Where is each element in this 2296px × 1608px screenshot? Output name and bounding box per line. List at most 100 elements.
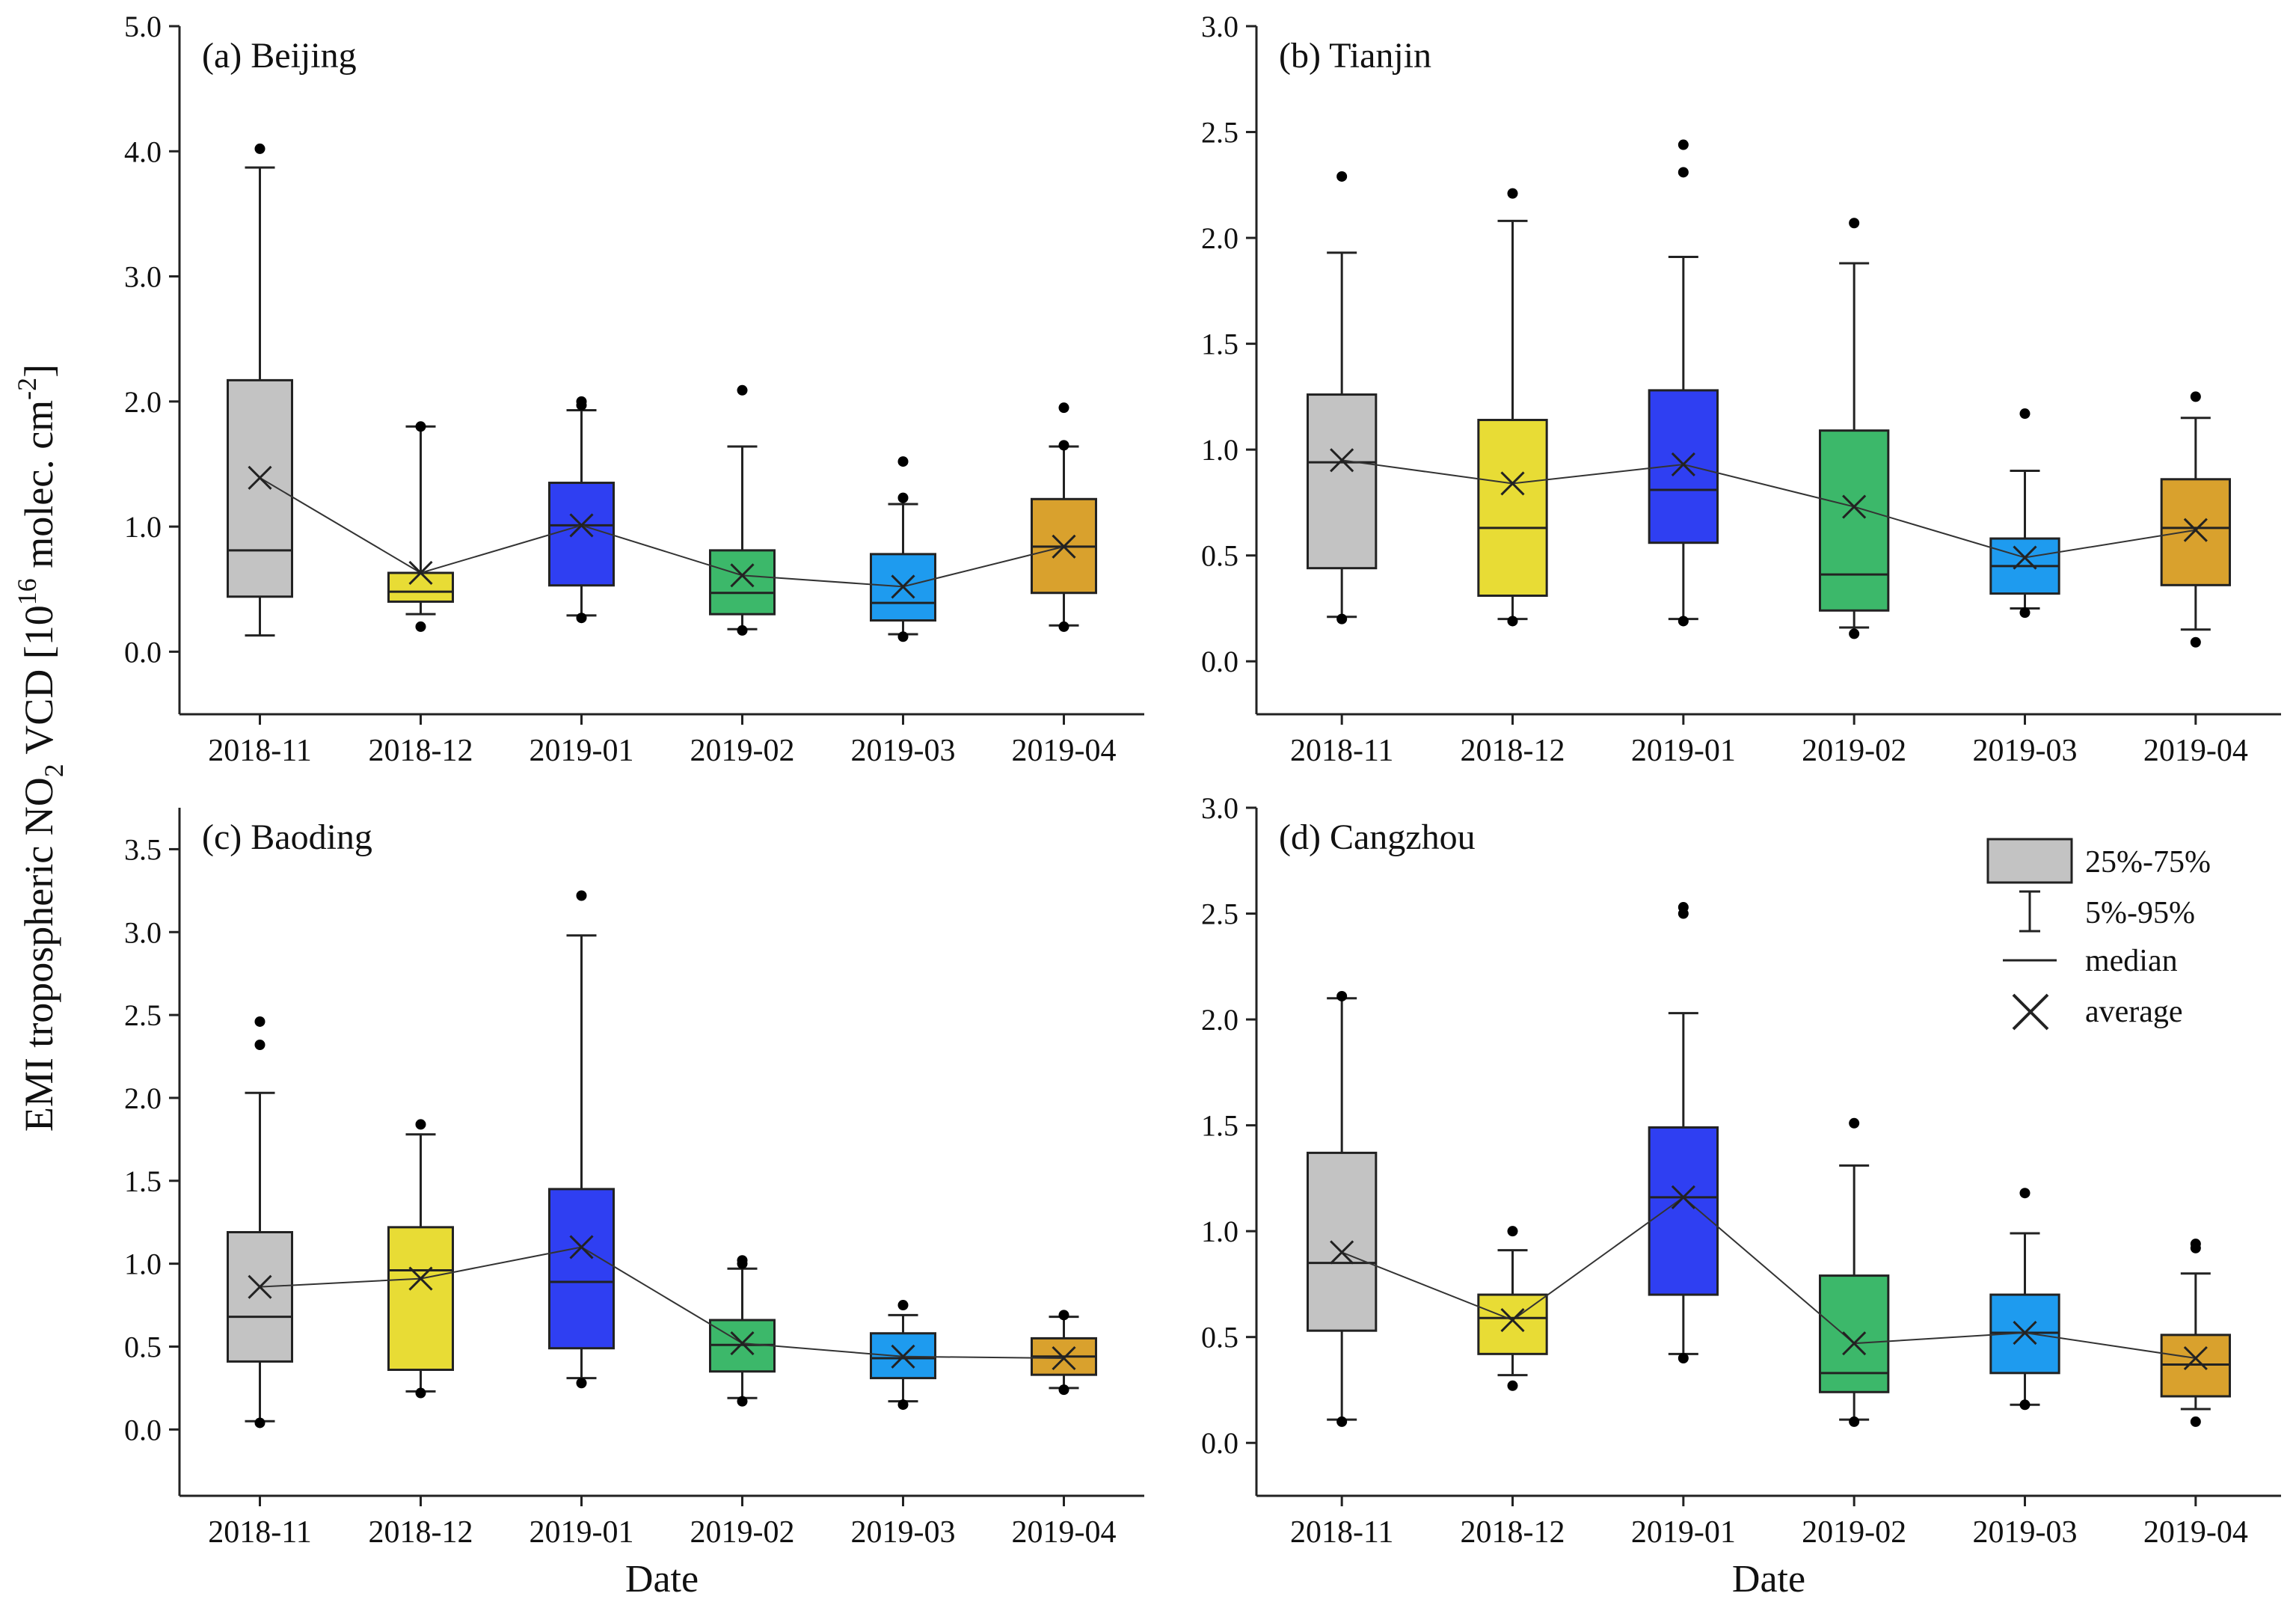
mean-marker bbox=[1500, 471, 1525, 496]
outlier-point bbox=[1336, 990, 1348, 1001]
y-tick-label: 0.5 bbox=[124, 1330, 162, 1363]
mean-marker-stroke bbox=[1330, 448, 1354, 473]
legend-median-label: median bbox=[2085, 944, 2178, 978]
outlier-point bbox=[1507, 1226, 1518, 1237]
x-tick-label: 2019-02 bbox=[690, 734, 795, 768]
outlier-point bbox=[254, 1040, 265, 1051]
legend-average-label: average bbox=[2085, 995, 2183, 1029]
mean-marker-stroke bbox=[2013, 545, 2037, 570]
outlier-point bbox=[897, 631, 909, 642]
box-2019-04 bbox=[1031, 402, 1097, 632]
outlier-point bbox=[1678, 902, 1689, 913]
mean-marker bbox=[248, 1274, 272, 1299]
y-tick-label: 2.0 bbox=[1201, 221, 1238, 255]
iqr-box bbox=[1307, 1151, 1378, 1332]
mean-marker-stroke bbox=[730, 563, 755, 588]
mean-marker-stroke bbox=[408, 1266, 433, 1291]
iqr-box bbox=[1307, 393, 1378, 570]
box-2019-04 bbox=[2160, 1239, 2232, 1427]
panel-title: (d) Cangzhou bbox=[1279, 817, 1476, 857]
box-2018-12 bbox=[1477, 188, 1548, 627]
outlier-point bbox=[2190, 391, 2201, 402]
legend-box-label: 25%-75% bbox=[2085, 845, 2211, 880]
x-tick-label: 2019-01 bbox=[530, 1515, 634, 1550]
box-2019-02 bbox=[1819, 218, 1890, 639]
mean-line bbox=[259, 476, 1064, 588]
outlier-point bbox=[1507, 616, 1518, 627]
y-tick-label: 0.0 bbox=[124, 635, 162, 669]
mean-marker bbox=[1842, 1331, 1867, 1356]
legend: 25%-75% 5%-95% median average bbox=[1986, 838, 2211, 1031]
outlier-point bbox=[576, 396, 587, 407]
box-2019-01 bbox=[548, 890, 615, 1389]
x-tick-label: 2018-11 bbox=[208, 1515, 311, 1550]
panel-cangzhou: 0.0 0.5 1.0 1.5 2.0 2.5 3.0 2018-11 2018-12 2019-… bbox=[1201, 791, 2281, 1601]
x-tick-label: 2018-12 bbox=[1461, 734, 1565, 768]
y-tick-label: 0.0 bbox=[1201, 1426, 1238, 1460]
iqr-box bbox=[709, 549, 776, 616]
y-tick-label: 2.5 bbox=[1201, 897, 1238, 931]
mean-marker bbox=[730, 563, 755, 588]
panel-baoding: 0.0 0.5 1.0 1.5 2.0 2.5 3.0 3.5 2018-11 2018-12 20… bbox=[124, 808, 1144, 1601]
mean-marker-stroke bbox=[1052, 1345, 1076, 1371]
outlier-point bbox=[1678, 167, 1689, 178]
outlier-point bbox=[1849, 1117, 1860, 1129]
box-2018-11 bbox=[1307, 171, 1378, 625]
mean-marker-stroke bbox=[1500, 471, 1525, 496]
legend-average-symbol bbox=[2012, 993, 2049, 1031]
outlier-point bbox=[254, 143, 265, 154]
x-tick-label: 2019-03 bbox=[1973, 1515, 2078, 1550]
box-2019-04 bbox=[1031, 1310, 1097, 1396]
x-tick-label: 2019-01 bbox=[1631, 1515, 1736, 1550]
outlier-point bbox=[737, 1255, 748, 1266]
outlier-point bbox=[1678, 1353, 1689, 1363]
outlier-point bbox=[576, 1378, 587, 1389]
box-2019-02 bbox=[709, 384, 776, 636]
iqr-box bbox=[2160, 478, 2232, 586]
mean-line bbox=[1342, 459, 2196, 559]
x-tick-label: 2019-03 bbox=[851, 734, 956, 768]
mean-marker-stroke bbox=[1842, 494, 1867, 519]
mean-marker bbox=[1671, 1185, 1695, 1209]
y-tick-label: 1.0 bbox=[1201, 1215, 1238, 1248]
mean-marker bbox=[891, 574, 915, 599]
panel-tianjin: 0.0 0.5 1.0 1.5 2.0 2.5 3.0 2018-11 2018-12 2019-… bbox=[1201, 10, 2281, 768]
x-tick-label: 2019-03 bbox=[1973, 734, 2078, 768]
box-2019-03 bbox=[1989, 1188, 2060, 1411]
y-tick-label: 5.0 bbox=[124, 10, 162, 43]
iqr-box bbox=[1819, 1274, 1890, 1393]
y-tick-label: 2.0 bbox=[1201, 1003, 1238, 1037]
iqr-box bbox=[1477, 419, 1548, 597]
box-2018-12 bbox=[1477, 1226, 1548, 1391]
outlier-point bbox=[415, 421, 426, 432]
box-2019-01 bbox=[1648, 902, 1719, 1363]
mean-marker-stroke bbox=[408, 560, 433, 586]
outlier-point bbox=[1507, 188, 1518, 199]
panel-title: (b) Tianjin bbox=[1279, 36, 1431, 76]
y-axis-label-sup2: -2 bbox=[12, 378, 42, 400]
iqr-box bbox=[1819, 429, 1890, 612]
y-axis-label-end: ] bbox=[16, 364, 61, 378]
outlier-point bbox=[2190, 1416, 2201, 1427]
y-tick-label: 1.5 bbox=[124, 1164, 162, 1198]
x-tick-label: 2019-04 bbox=[1012, 1515, 1117, 1550]
y-tick-label: 2.5 bbox=[1201, 116, 1238, 150]
y-axis-label-mid2: molec. cm bbox=[16, 400, 61, 578]
y-tick-label: 1.5 bbox=[1201, 1109, 1238, 1143]
outlier-point bbox=[1849, 218, 1860, 229]
iqr-box bbox=[548, 482, 615, 587]
y-axis-label-sup1: 16 bbox=[12, 578, 42, 605]
iqr-box bbox=[548, 1188, 615, 1350]
y-tick-label: 2.5 bbox=[124, 998, 162, 1032]
outlier-point bbox=[1849, 628, 1860, 639]
mean-marker bbox=[408, 560, 433, 586]
mean-marker-stroke bbox=[2013, 1320, 2037, 1345]
box-2018-12 bbox=[387, 1119, 454, 1399]
outlier-point bbox=[254, 1016, 265, 1027]
x-axis-label: Date bbox=[625, 1558, 699, 1601]
panel-title: (a) Beijing bbox=[202, 36, 357, 76]
y-tick-label: 1.5 bbox=[1201, 328, 1238, 361]
x-tick-label: 2018-12 bbox=[1461, 1515, 1565, 1550]
mean-marker bbox=[2183, 518, 2208, 542]
